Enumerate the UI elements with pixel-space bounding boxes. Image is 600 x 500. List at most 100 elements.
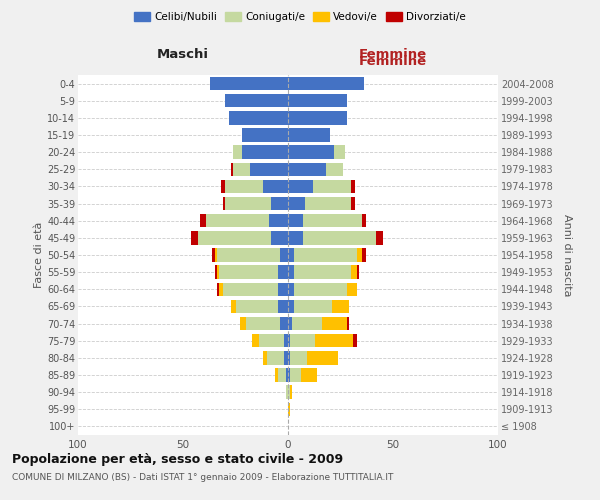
Bar bbox=[290, 351, 307, 364]
Bar bbox=[225, 197, 271, 210]
Bar bbox=[295, 266, 351, 279]
Bar bbox=[263, 351, 267, 364]
Bar bbox=[233, 162, 250, 176]
Bar bbox=[191, 231, 198, 244]
Bar bbox=[290, 386, 292, 399]
Bar bbox=[217, 266, 218, 279]
Bar bbox=[288, 146, 334, 159]
Bar bbox=[250, 162, 288, 176]
Bar bbox=[212, 248, 215, 262]
Bar bbox=[290, 334, 316, 347]
Bar bbox=[210, 77, 288, 90]
Bar bbox=[334, 146, 344, 159]
Bar bbox=[288, 368, 290, 382]
Bar bbox=[358, 266, 359, 279]
Bar bbox=[218, 282, 223, 296]
Bar bbox=[301, 368, 317, 382]
Text: COMUNE DI MILZANO (BS) - Dati ISTAT 1° gennaio 2009 - Elaborazione TUTTITALIA.IT: COMUNE DI MILZANO (BS) - Dati ISTAT 1° g… bbox=[12, 472, 394, 482]
Bar bbox=[253, 334, 259, 347]
Bar bbox=[288, 162, 326, 176]
Bar bbox=[200, 214, 206, 228]
Bar bbox=[206, 214, 269, 228]
Legend: Celibi/Nubili, Coniugati/e, Vedovi/e, Divorziati/e: Celibi/Nubili, Coniugati/e, Vedovi/e, Di… bbox=[130, 8, 470, 26]
Bar bbox=[198, 231, 271, 244]
Bar bbox=[269, 214, 288, 228]
Bar bbox=[353, 334, 358, 347]
Bar bbox=[295, 248, 358, 262]
Bar bbox=[292, 317, 322, 330]
Bar bbox=[316, 334, 353, 347]
Bar bbox=[233, 146, 242, 159]
Bar bbox=[232, 300, 235, 313]
Text: Femmine: Femmine bbox=[359, 55, 427, 68]
Bar bbox=[263, 180, 288, 193]
Bar bbox=[288, 266, 295, 279]
Bar bbox=[242, 146, 288, 159]
Bar bbox=[295, 282, 347, 296]
Bar bbox=[280, 317, 288, 330]
Bar bbox=[284, 334, 288, 347]
Bar bbox=[288, 402, 290, 416]
Bar bbox=[313, 180, 351, 193]
Bar bbox=[288, 351, 290, 364]
Bar bbox=[288, 128, 330, 141]
Bar bbox=[347, 317, 349, 330]
Bar bbox=[277, 368, 286, 382]
Bar bbox=[288, 111, 347, 124]
Bar bbox=[290, 368, 301, 382]
Bar bbox=[288, 386, 290, 399]
Bar bbox=[225, 94, 288, 108]
Y-axis label: Fasce di età: Fasce di età bbox=[34, 222, 44, 288]
Bar bbox=[351, 266, 358, 279]
Bar bbox=[288, 334, 290, 347]
Bar bbox=[326, 162, 343, 176]
Bar bbox=[235, 300, 277, 313]
Bar bbox=[351, 197, 355, 210]
Bar bbox=[223, 282, 277, 296]
Bar bbox=[280, 248, 288, 262]
Bar bbox=[277, 300, 288, 313]
Bar bbox=[303, 214, 361, 228]
Bar bbox=[221, 180, 225, 193]
Bar bbox=[218, 266, 277, 279]
Bar bbox=[271, 197, 288, 210]
Bar bbox=[223, 197, 225, 210]
Bar bbox=[271, 231, 288, 244]
Bar bbox=[277, 266, 288, 279]
Text: Popolazione per età, sesso e stato civile - 2009: Popolazione per età, sesso e stato civil… bbox=[12, 452, 343, 466]
Bar bbox=[275, 368, 277, 382]
Bar bbox=[288, 77, 364, 90]
Bar bbox=[332, 300, 349, 313]
Bar bbox=[284, 351, 288, 364]
Bar bbox=[288, 300, 295, 313]
Bar bbox=[305, 197, 351, 210]
Bar bbox=[225, 180, 263, 193]
Bar bbox=[242, 128, 288, 141]
Bar bbox=[288, 94, 347, 108]
Bar bbox=[288, 214, 303, 228]
Bar bbox=[358, 248, 361, 262]
Bar bbox=[259, 334, 284, 347]
Bar bbox=[288, 231, 303, 244]
Bar bbox=[277, 282, 288, 296]
Bar bbox=[347, 282, 358, 296]
Bar bbox=[215, 266, 217, 279]
Bar bbox=[303, 231, 376, 244]
Bar bbox=[217, 248, 280, 262]
Bar bbox=[240, 317, 246, 330]
Bar bbox=[215, 248, 217, 262]
Bar bbox=[229, 111, 288, 124]
Bar bbox=[351, 180, 355, 193]
Bar bbox=[286, 386, 288, 399]
Bar bbox=[295, 300, 332, 313]
Bar bbox=[288, 248, 295, 262]
Bar bbox=[217, 282, 218, 296]
Bar bbox=[286, 368, 288, 382]
Bar bbox=[288, 197, 305, 210]
Text: Femmine: Femmine bbox=[359, 48, 427, 62]
Bar bbox=[232, 162, 233, 176]
Bar bbox=[376, 231, 383, 244]
Bar bbox=[361, 248, 366, 262]
Bar bbox=[267, 351, 284, 364]
Bar bbox=[322, 317, 347, 330]
